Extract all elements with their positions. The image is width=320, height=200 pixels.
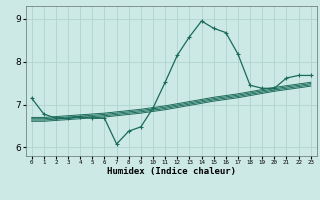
X-axis label: Humidex (Indice chaleur): Humidex (Indice chaleur) — [107, 167, 236, 176]
